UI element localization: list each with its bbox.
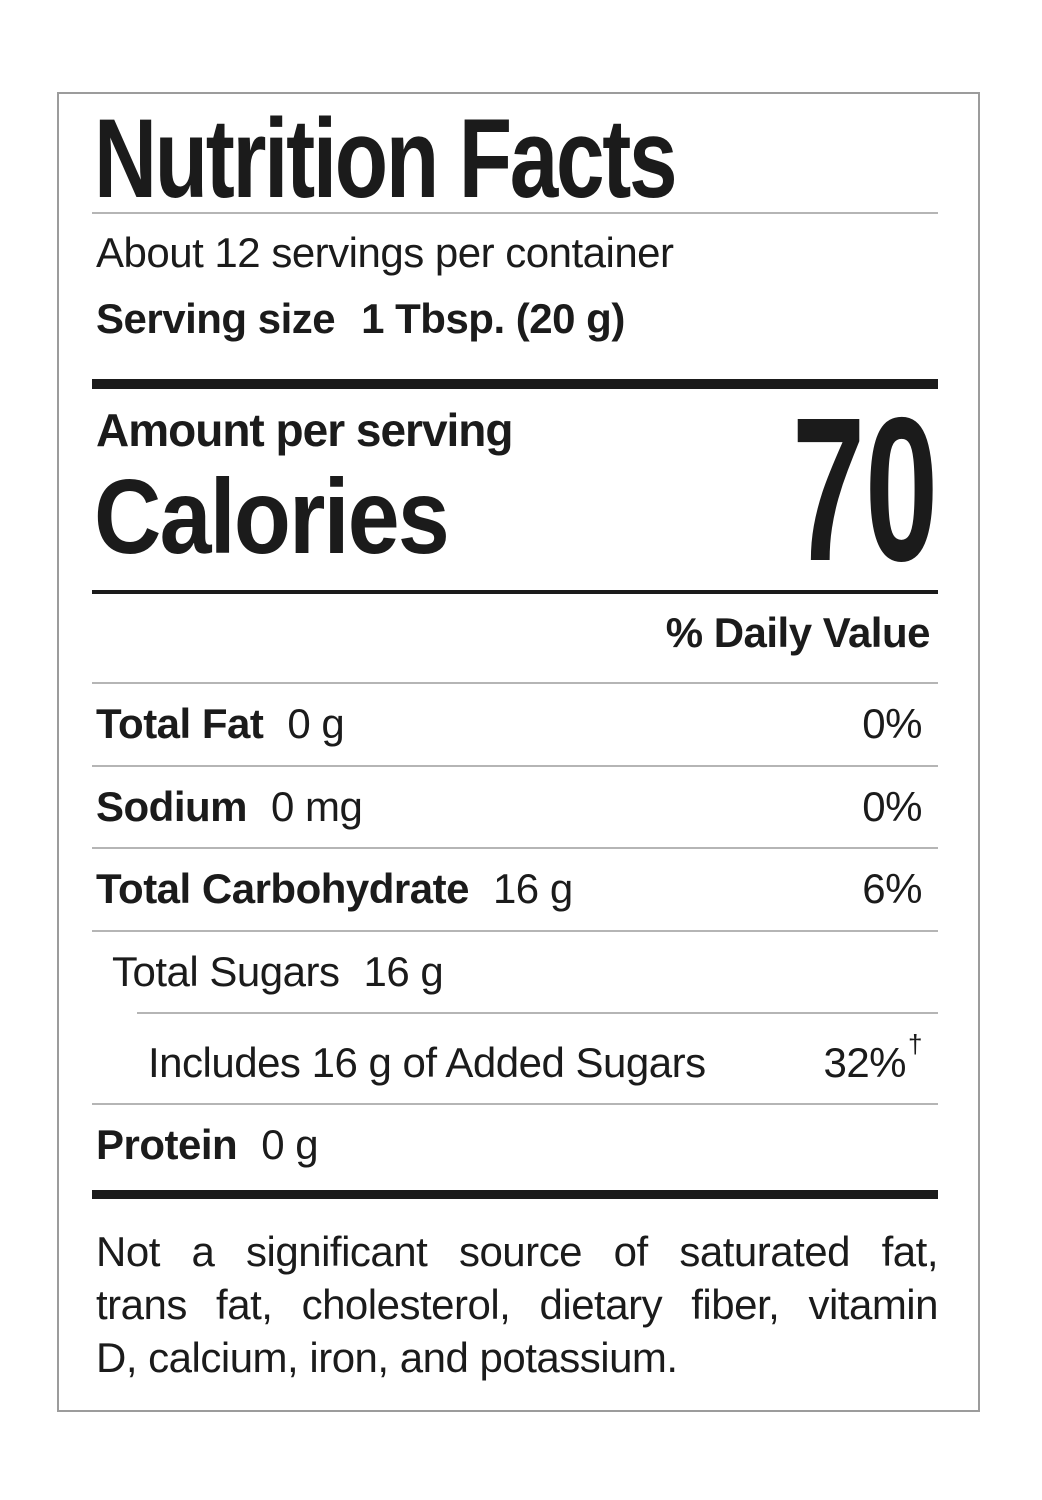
footnote-line: D, calcium, iron, and potassium. <box>96 1334 678 1382</box>
divider <box>92 847 938 850</box>
calories-label: Calories <box>94 457 450 576</box>
nutrient-amount: 0 g <box>287 700 345 748</box>
nutrient-daily-value: 0% <box>862 700 922 748</box>
nutrient-daily-value-group: 32%† <box>823 1029 938 1088</box>
serving-size-label: Serving size <box>96 295 336 343</box>
calories-value: 70 <box>792 375 938 605</box>
divider-under-title <box>92 212 938 214</box>
nutrient-amount: 16 g <box>363 947 444 995</box>
nutrient-name: Total Fat <box>96 700 264 748</box>
divider <box>92 682 938 685</box>
serving-size-row: Serving size 1 Tbsp. (20 g) <box>96 294 938 344</box>
divider <box>92 764 938 767</box>
nutrient-name: Sodium <box>96 782 248 830</box>
nutrient-amount: 0 mg <box>271 782 363 830</box>
footnote-line: trans fat, cholesterol, dietary fiber, v… <box>96 1281 939 1329</box>
nutrient-amount: 16 g <box>492 865 573 913</box>
thick-divider-top <box>92 378 938 389</box>
dagger-mark: † <box>908 1028 922 1059</box>
divider-under-calories <box>92 589 938 594</box>
label-title: Nutrition Facts <box>94 96 678 221</box>
nutrient-amount: 0 g <box>261 1121 319 1169</box>
nutrient-daily-value: 6% <box>862 865 922 913</box>
serving-size-value: 1 Tbsp. (20 g) <box>361 295 625 343</box>
nutrient-row-total-sugars: Total Sugars 16 g <box>92 932 938 1012</box>
amount-per-serving-label: Amount per serving <box>96 403 514 456</box>
nutrient-name: Total Sugars <box>112 947 340 995</box>
nutrient-daily-value: 32% <box>823 1038 907 1086</box>
footnote-line: Not a significant source of saturated fa… <box>96 1227 939 1275</box>
divider <box>92 929 938 932</box>
calories-section: Amount per serving Calories 70 <box>92 375 938 605</box>
nutrient-daily-value: 0% <box>862 782 922 830</box>
daily-value-header: % Daily Value <box>665 608 931 656</box>
nutrient-row-protein: Protein 0 g <box>92 1105 938 1185</box>
nutrient-row-total-fat: Total Fat 0 g 0% <box>92 684 938 764</box>
footnote: Not a significant source of saturated fa… <box>96 1225 939 1385</box>
nutrient-name: Protein <box>96 1121 238 1169</box>
servings-per-container: About 12 servings per container <box>96 229 674 276</box>
thick-divider-bottom <box>92 1189 938 1199</box>
nutrient-row-added-sugars: Includes 16 g of Added Sugars 32%† <box>92 1014 938 1103</box>
nutrient-name: Total Carbohydrate <box>96 865 469 913</box>
nutrient-name: Includes 16 g of Added Sugars <box>148 1038 706 1086</box>
divider-indented <box>137 1011 938 1014</box>
nutrition-facts-label: Nutrition Facts About 12 servings per co… <box>57 92 980 1412</box>
divider <box>92 1103 938 1106</box>
nutrient-row-total-carbohydrate: Total Carbohydrate 16 g 6% <box>92 849 938 929</box>
nutrient-row-sodium: Sodium 0 mg 0% <box>92 767 938 847</box>
calories-left-column: Amount per serving Calories <box>92 403 514 576</box>
